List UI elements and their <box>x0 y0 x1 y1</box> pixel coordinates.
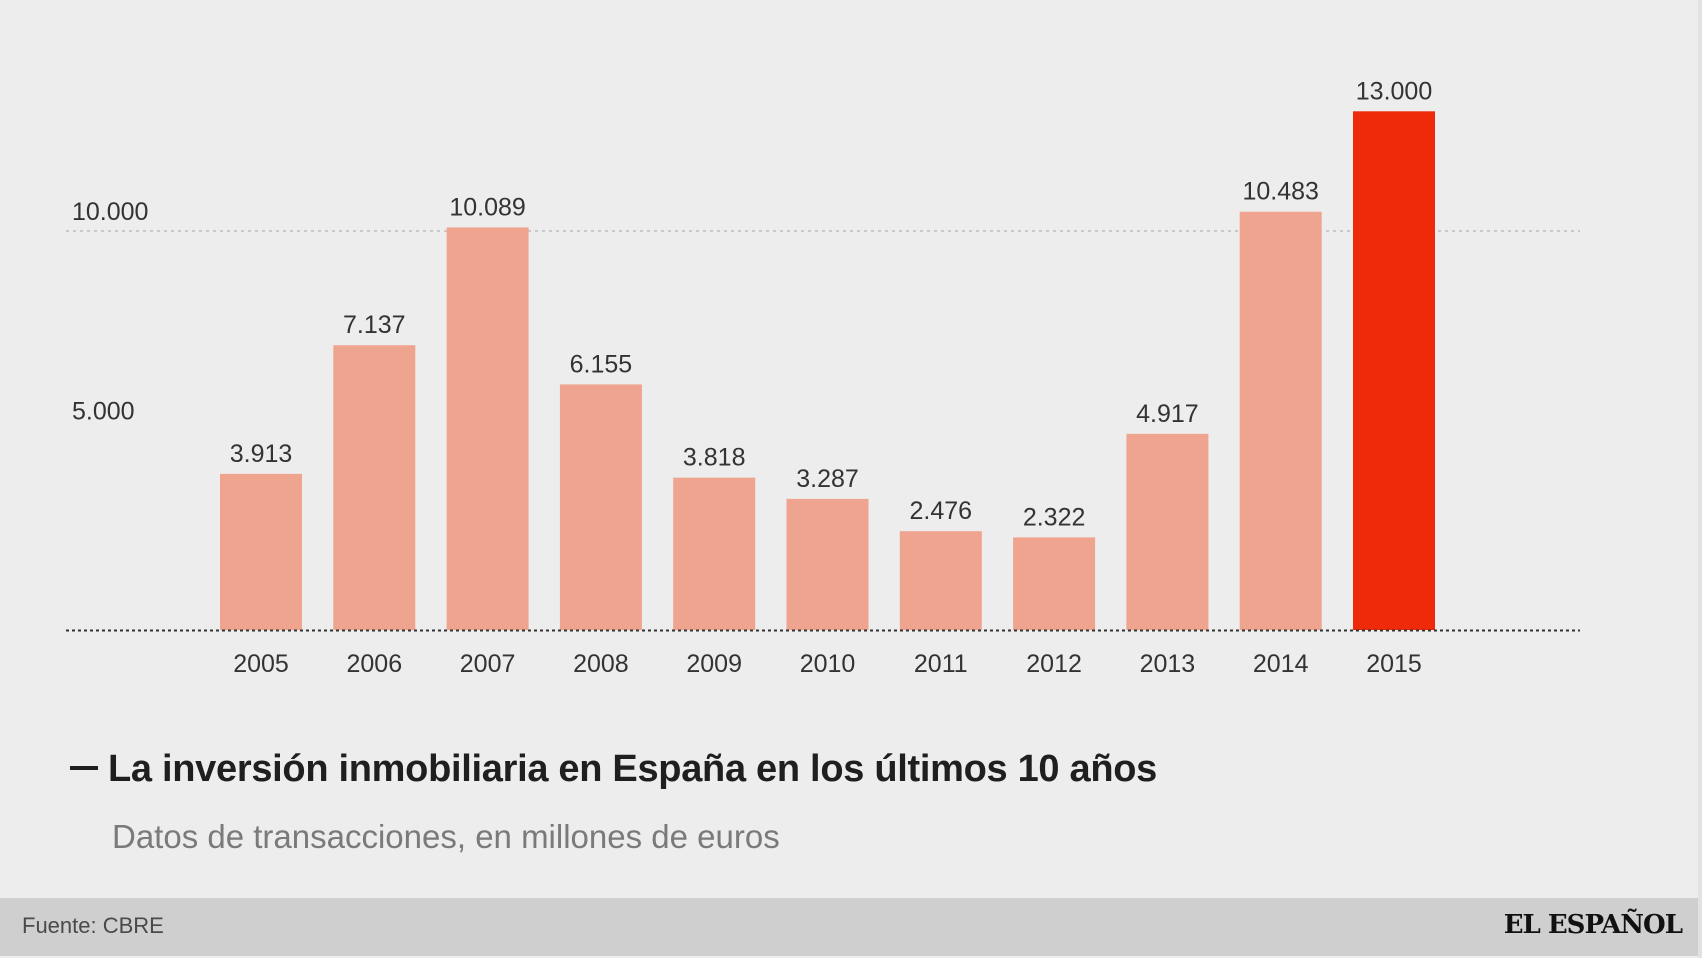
bar-2011 <box>899 531 982 630</box>
x-tick-label: 2007 <box>460 650 516 678</box>
bar-2009 <box>673 477 756 630</box>
value-label: 2.322 <box>1023 503 1086 531</box>
bar-2010 <box>786 498 869 630</box>
y-tick-label: 10.000 <box>72 198 148 226</box>
value-label: 3.818 <box>683 444 746 472</box>
value-label: 3.913 <box>230 440 293 468</box>
title-dash <box>70 765 98 770</box>
x-tick-label: 2005 <box>233 650 289 678</box>
bar-2014 <box>1239 211 1322 630</box>
x-tick-label: 2014 <box>1253 650 1309 678</box>
bar-2008 <box>559 384 642 630</box>
y-tick-label: 5.000 <box>72 398 135 426</box>
x-tick-label: 2013 <box>1140 650 1196 678</box>
x-tick-label: 2009 <box>686 650 742 678</box>
bar-2013 <box>1126 433 1209 630</box>
value-label: 10.089 <box>449 193 525 221</box>
value-label: 7.137 <box>343 311 406 339</box>
footer-bar: Fuente: CBRE EL ESPAÑOL <box>0 898 1698 956</box>
bar-2012 <box>1013 537 1096 630</box>
bar-chart: 5.000 10.000 3.913 2005 7.137 2006 10.089 2007 6… <box>66 77 1580 678</box>
value-label: 6.155 <box>570 350 633 378</box>
chart-title: La inversión inmobiliaria en España en l… <box>70 748 1157 791</box>
value-label: 4.917 <box>1136 400 1199 428</box>
x-tick-label: 2012 <box>1026 650 1082 678</box>
chart-subtitle: Datos de transacciones, en millones de e… <box>112 818 780 855</box>
x-tick-label: 2008 <box>573 650 629 678</box>
x-tick-label: 2006 <box>346 650 402 678</box>
x-tick-label: 2015 <box>1366 650 1422 678</box>
value-label: 13.000 <box>1356 77 1432 105</box>
bar-2015 <box>1353 111 1435 631</box>
bar-2005 <box>220 473 302 630</box>
brand-logo: EL ESPAÑOL <box>1503 910 1683 940</box>
value-label: 2.476 <box>910 497 973 525</box>
bar-2007 <box>446 227 529 630</box>
source-label: Fuente: CBRE <box>22 913 164 938</box>
chart-title-text: La inversión inmobiliaria en España en l… <box>108 748 1158 790</box>
bar-2006 <box>333 345 416 630</box>
value-label: 3.287 <box>796 465 859 493</box>
value-label: 10.483 <box>1242 178 1318 206</box>
x-tick-label: 2011 <box>914 650 968 678</box>
x-tick-label: 2010 <box>800 650 856 678</box>
